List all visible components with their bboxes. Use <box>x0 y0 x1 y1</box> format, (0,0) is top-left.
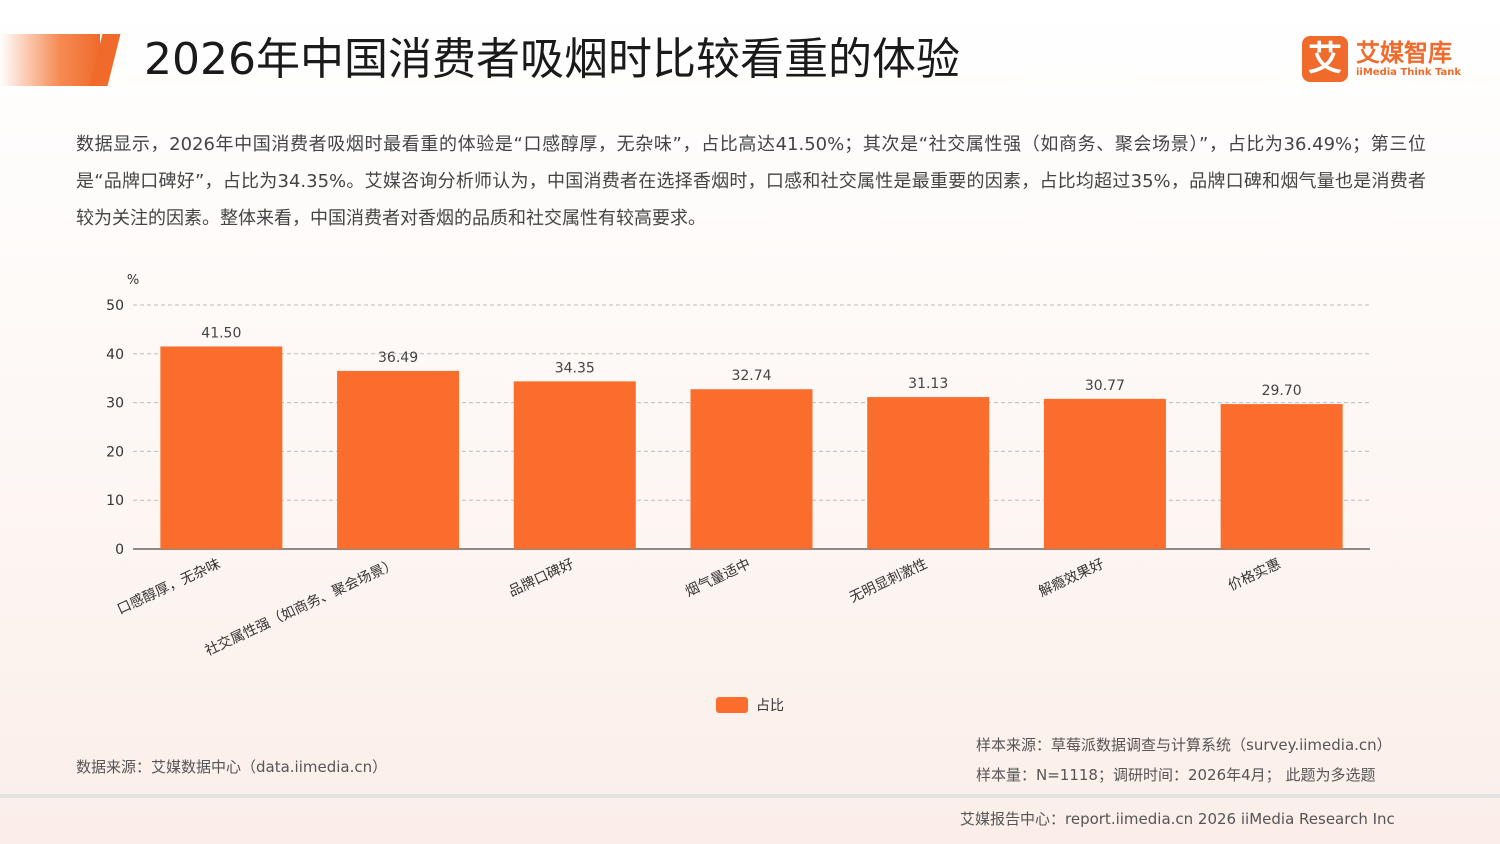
bar <box>1043 398 1166 549</box>
logo-mark-icon: 艾 <box>1302 36 1348 82</box>
title-accent-bar <box>0 34 100 86</box>
x-tick-label: 社交属性强（如商务、聚会场景） <box>202 555 400 659</box>
sample-notes: 样本来源：草莓派数据调查与计算系统（survey.iimedia.cn） 样本量… <box>976 730 1392 790</box>
footer-divider <box>0 794 1500 798</box>
x-tick-label: 品牌口碑好 <box>506 555 577 600</box>
bar <box>337 370 460 549</box>
legend-swatch <box>716 697 748 713</box>
legend-label: 占比 <box>756 698 784 714</box>
x-tick-label: 无明显刺激性 <box>847 555 930 606</box>
data-label: 31.13 <box>908 376 948 392</box>
bar <box>1220 404 1343 549</box>
y-axis-label: % <box>127 273 139 288</box>
data-label: 32.74 <box>731 368 771 384</box>
y-tick-label: 20 <box>106 444 124 460</box>
x-tick-label: 价格实惠 <box>1226 556 1284 594</box>
y-tick-label: 40 <box>106 347 124 363</box>
page-title: 2026年中国消费者吸烟时比较看重的体验 <box>144 34 960 85</box>
x-tick-label: 烟气量适中 <box>683 556 753 600</box>
iimedia-logo: 艾 艾媒智库 iiMedia Think Tank <box>1302 36 1461 82</box>
logo-cn: 艾媒智库 <box>1356 39 1452 67</box>
data-source: 数据来源：艾媒数据中心（data.iimedia.cn） <box>76 758 388 776</box>
bar <box>160 346 283 549</box>
data-label: 29.70 <box>1262 383 1302 399</box>
sample-info: 样本量：N=1118；调研时间：2026年4月； 此题为多选题 <box>976 766 1376 784</box>
y-tick-label: 0 <box>115 542 124 558</box>
summary-text: 数据显示，2026年中国消费者吸烟时最看重的体验是“口感醇厚，无杂味”，占比高达… <box>76 134 1426 229</box>
logo-en: iiMedia Think Tank <box>1356 67 1462 78</box>
y-tick-label: 50 <box>106 298 124 314</box>
logo-text: 艾媒智库 iiMedia Think Tank <box>1356 39 1461 79</box>
bar <box>513 381 636 549</box>
bar <box>867 397 990 549</box>
data-label: 41.50 <box>201 325 241 341</box>
data-label: 34.35 <box>555 360 595 376</box>
data-label: 30.77 <box>1085 378 1125 394</box>
footer-text: 艾媒报告中心：report.iimedia.cn 2026 iiMedia Re… <box>960 810 1395 828</box>
x-tick-label: 口感醇厚，无杂味 <box>114 555 223 618</box>
y-tick-label: 10 <box>106 493 124 509</box>
y-tick-label: 30 <box>106 396 124 412</box>
bar <box>690 389 813 549</box>
bar-chart: 0 10 20 30 40 50% 41.50 口感醇厚，无杂味 36.49 社交属性强（如商务、… <box>106 273 1370 714</box>
data-label: 36.49 <box>378 350 418 366</box>
x-tick-label: 解瘾效果好 <box>1036 555 1107 600</box>
sample-source: 样本来源：草莓派数据调查与计算系统（survey.iimedia.cn） <box>976 736 1392 754</box>
